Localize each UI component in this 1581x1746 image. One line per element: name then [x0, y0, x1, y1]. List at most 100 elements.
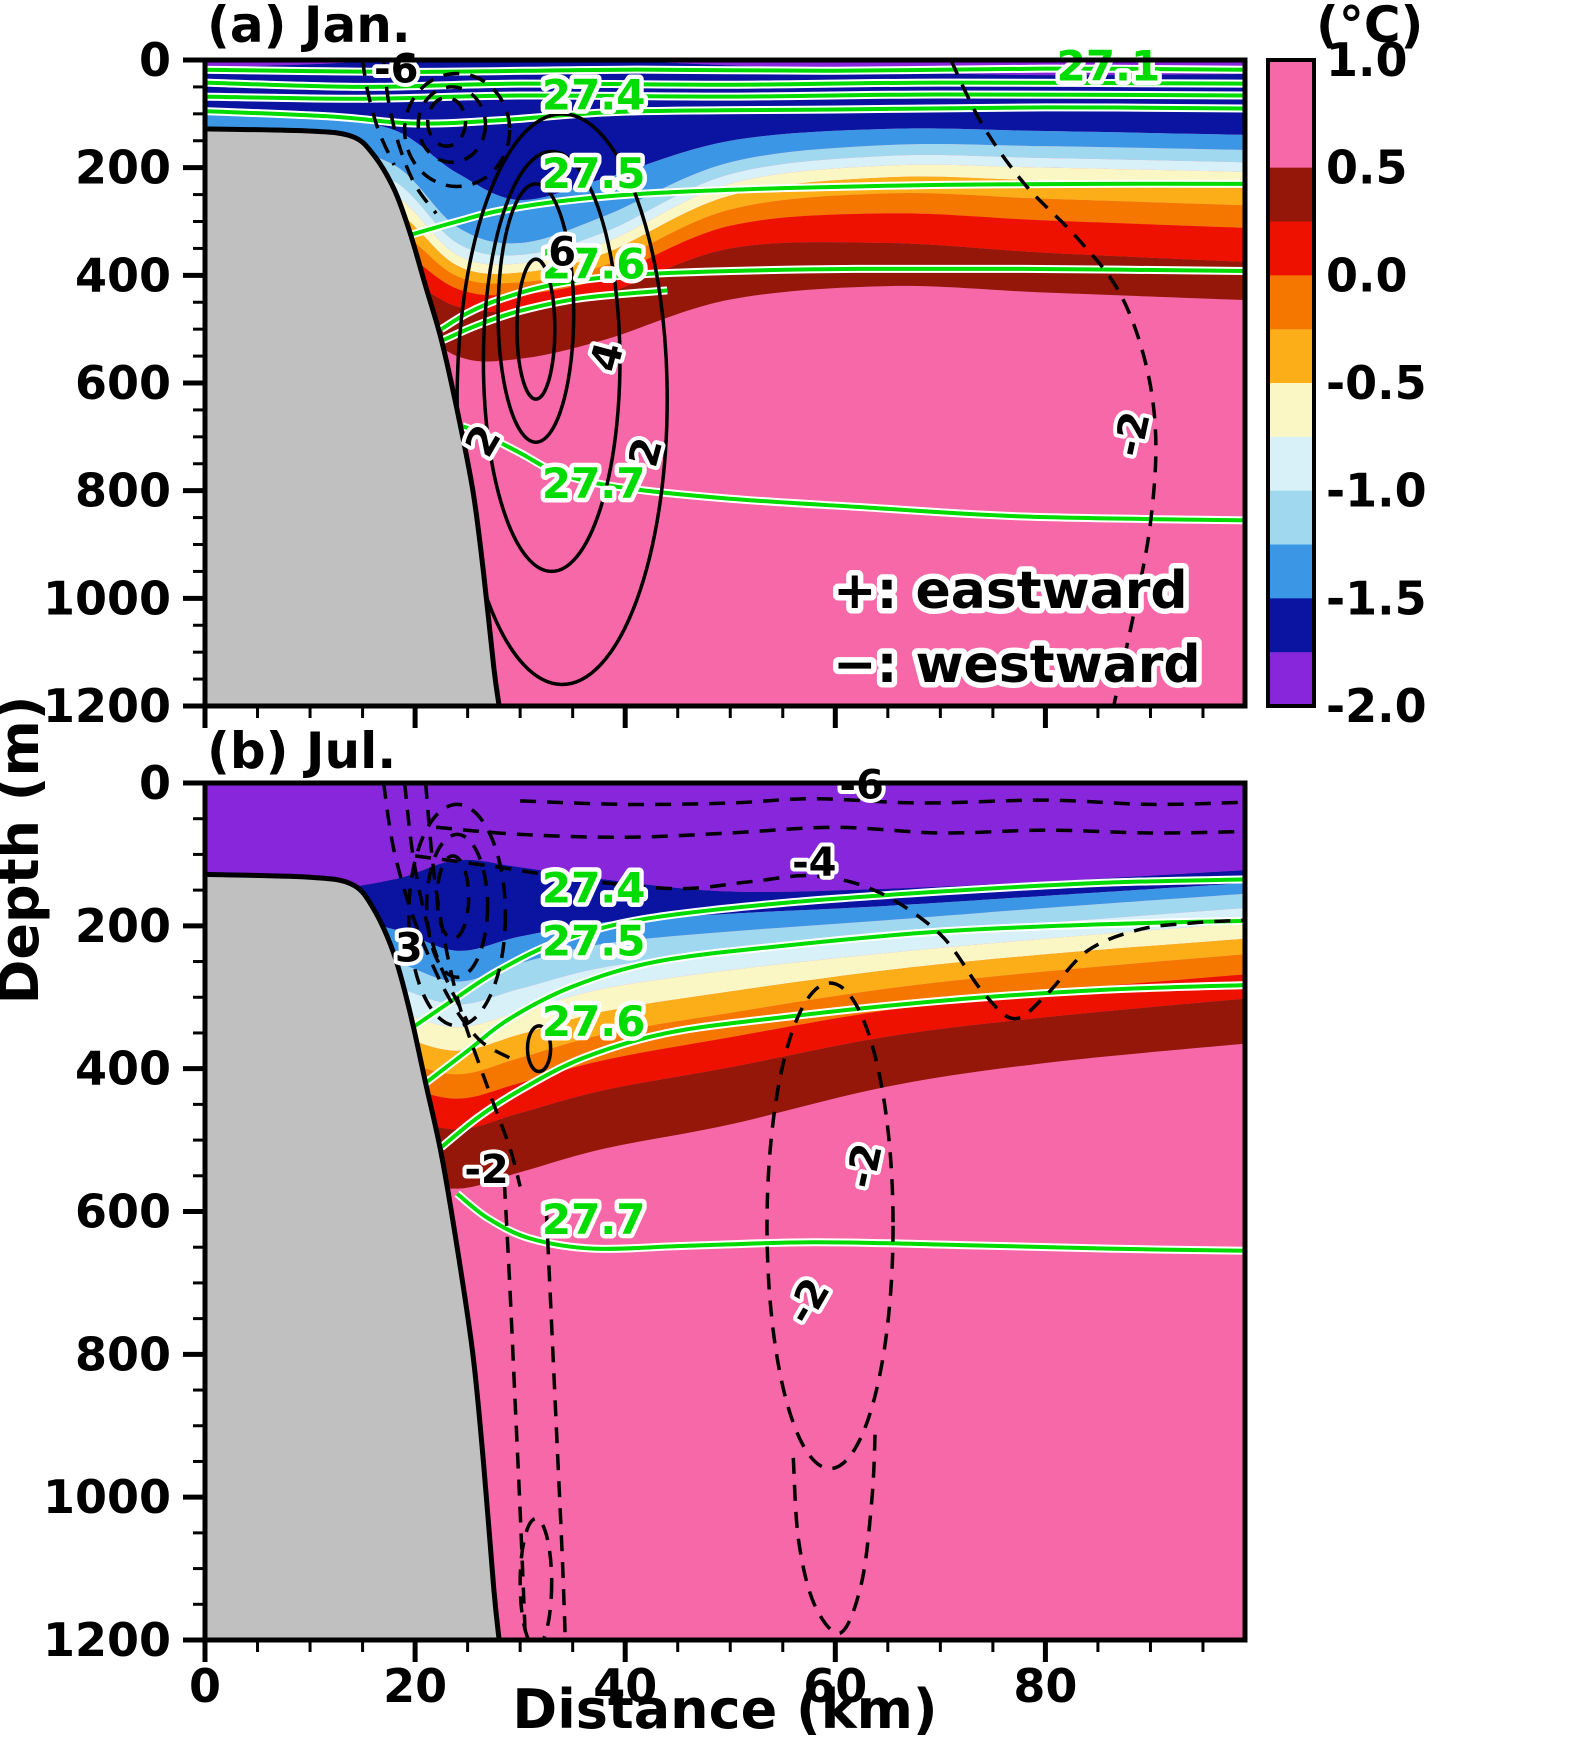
eastward-velocity-contour [481, 149, 622, 574]
temperature-band [205, 215, 1245, 362]
temperature-band [205, 974, 1245, 1130]
x-tick-label: 40 [593, 1659, 657, 1713]
westward-velocity-contour [381, 783, 511, 1060]
westward-velocity-contour [765, 981, 895, 1471]
isopycnal-line [205, 80, 1245, 89]
colorbar-segment [1268, 329, 1314, 384]
isopycnal-label: 27.4 [542, 864, 646, 913]
panel-a-title: (a) Jan. [207, 0, 411, 54]
y-tick-label: 1000 [43, 1470, 171, 1524]
colorbar-tick-label: 0.0 [1326, 248, 1408, 302]
colorbar-segment [1268, 221, 1314, 276]
bathymetry-line [205, 126, 502, 706]
y-tick-label: 1000 [43, 571, 171, 625]
velocity-contour-label: 6 [548, 230, 576, 276]
westward-velocity-contour [435, 825, 1245, 840]
colorbar-segment [1268, 383, 1314, 438]
y-tick-label: 800 [75, 464, 171, 518]
colorbar-tick-label: -0.5 [1326, 356, 1427, 410]
y-tick-label: 600 [75, 356, 171, 410]
temperature-band [205, 113, 1245, 244]
temperature-band [205, 907, 1245, 1028]
isopycnal-line [461, 424, 1245, 523]
panel-field [205, 783, 1245, 1640]
y-tick-label: 400 [75, 1042, 171, 1096]
temperature-band [205, 783, 1245, 893]
isopycnal-line [440, 983, 1245, 1149]
isopycnal-label: 27.5 [542, 917, 646, 966]
westward-velocity-contour [791, 1429, 877, 1636]
westward-velocity-contour [414, 854, 1245, 1021]
isopycnal-label: 27.6 [542, 240, 646, 289]
temperature-band [205, 938, 1245, 1075]
temperature-band [205, 193, 1245, 312]
colorbar-tick-label: 1.0 [1326, 33, 1408, 87]
y-tick-label: 1200 [43, 1613, 171, 1667]
x-tick-label: 60 [803, 1659, 867, 1713]
y-tick-label: 200 [75, 899, 171, 953]
colorbar-segment [1268, 544, 1314, 599]
isopycnal-label: 27.7 [542, 459, 646, 508]
isopycnal-line [205, 105, 1245, 126]
colorbar-tick-label: -2.0 [1326, 679, 1427, 733]
bathymetry-line [205, 871, 502, 1640]
y-tick-label: 0 [139, 756, 171, 810]
legend-eastward: +: eastward [833, 561, 1188, 621]
colorbar-segment [1268, 275, 1314, 330]
velocity-contour-label: -2 [1105, 408, 1159, 461]
westward-velocity-contour [502, 1182, 528, 1640]
eastward-velocity-contour [525, 1024, 553, 1074]
isopycnal-label: 27.5 [542, 149, 646, 198]
temperature-band [205, 166, 1245, 284]
temperature-band [205, 922, 1245, 1051]
x-axis-title: Distance (km) [512, 1678, 937, 1741]
x-tick-label: 0 [189, 1659, 221, 1713]
colorbar-segment [1268, 598, 1314, 653]
colorbar-tick-label: -1.0 [1326, 464, 1427, 518]
y-tick-label: 200 [75, 141, 171, 195]
colorbar-segment [1268, 652, 1314, 707]
y-tick-label: 1200 [43, 679, 171, 733]
temperature-band [205, 882, 1245, 982]
westward-velocity-contour [518, 1516, 554, 1640]
velocity-contour-label: -4 [792, 840, 836, 886]
legend-westward: −: westward [833, 635, 1201, 695]
temperature-band [205, 998, 1245, 1189]
colorbar-segment [1268, 167, 1314, 223]
isopycnal-line [424, 918, 1245, 1085]
y-tick-label: 400 [75, 248, 171, 302]
westward-velocity-contour [407, 802, 508, 1028]
panel-b: 27.427.527.627.7-6-43-2-2-2 [202, 759, 1248, 1643]
y-tick-label: 800 [75, 1327, 171, 1381]
colorbar-title: (°C) [1316, 0, 1423, 54]
colorbar: 1.0 0.5 0.0 -0.5 -1.0 -1.5 -2.0 [1266, 33, 1427, 733]
x-tick-label: 80 [1013, 1659, 1077, 1713]
westward-velocity-contour [381, 60, 438, 215]
eastward-velocity-contour [496, 182, 576, 444]
isopycnal-line [413, 877, 1245, 1028]
x-tick-label: 20 [383, 1659, 447, 1713]
westward-velocity-contour [402, 71, 512, 189]
velocity-contour-label: 3 [395, 926, 423, 972]
westward-velocity-contour [520, 796, 1245, 807]
isopycnal-label: 27.7 [542, 1195, 646, 1244]
westward-velocity-contour [416, 85, 488, 165]
y-axis-title: Depth (m) [0, 696, 51, 1005]
westward-velocity-contour [423, 783, 522, 1187]
panel-field [205, 60, 1245, 706]
colorbar-segment [1268, 490, 1314, 546]
isopycnal-label: 27.1 [1057, 41, 1161, 90]
isopycnal-label: 27.6 [542, 997, 646, 1046]
land-mask [205, 128, 500, 706]
westward-velocity-contour [402, 783, 470, 1023]
eastward-velocity-contour [515, 257, 557, 401]
colorbar-tick-label: 0.5 [1326, 141, 1408, 195]
westward-velocity-contour [424, 832, 490, 980]
velocity-contour-label: -2 [464, 1147, 508, 1193]
westward-velocity-contour [544, 1211, 568, 1640]
velocity-contour-label: -2 [837, 1139, 891, 1192]
y-tick-label: 0 [139, 33, 171, 87]
